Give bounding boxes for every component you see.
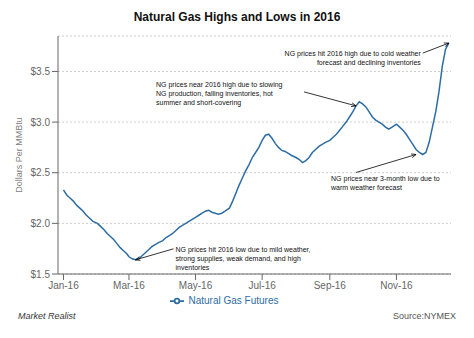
html-text:Market Realist: Market Realist <box>18 311 76 321</box>
svg-text:$3.0: $3.0 <box>31 117 51 128</box>
svg-text:Jan-16: Jan-16 <box>48 280 79 291</box>
svg-text:Nov-16: Nov-16 <box>380 280 413 291</box>
svg-text:May-16: May-16 <box>179 280 213 291</box>
svg-text:$3.5: $3.5 <box>31 66 51 77</box>
svg-text:Dollars Per MMBtu: Dollars Per MMBtu <box>14 117 24 193</box>
svg-text:Sep-16: Sep-16 <box>314 280 347 291</box>
html-text:Natural Gas Highs and Lows in: Natural Gas Highs and Lows in 2016 <box>133 10 341 24</box>
svg-text:NG prices hit 2016 high due to: NG prices hit 2016 high due to cold weat… <box>285 50 422 67</box>
svg-text:$1.5: $1.5 <box>31 269 51 280</box>
svg-text:NG prices hit 2016 low due to: NG prices hit 2016 low due to mild weath… <box>176 246 311 271</box>
svg-text:Jul-16: Jul-16 <box>249 280 277 291</box>
svg-text:NG prices near 3-month low due: NG prices near 3-month low due towarm we… <box>330 175 440 191</box>
svg-text:Mar-16: Mar-16 <box>113 280 145 291</box>
svg-text:$2.0: $2.0 <box>31 218 51 229</box>
svg-text:$2.5: $2.5 <box>31 167 51 178</box>
svg-text:NG prices near 2016 high due t: NG prices near 2016 high due to slowingN… <box>156 81 283 107</box>
html-text:Natural Gas Futures: Natural Gas Futures <box>188 294 279 306</box>
html-text:Source:NYMEX: Source:NYMEX <box>393 311 456 321</box>
